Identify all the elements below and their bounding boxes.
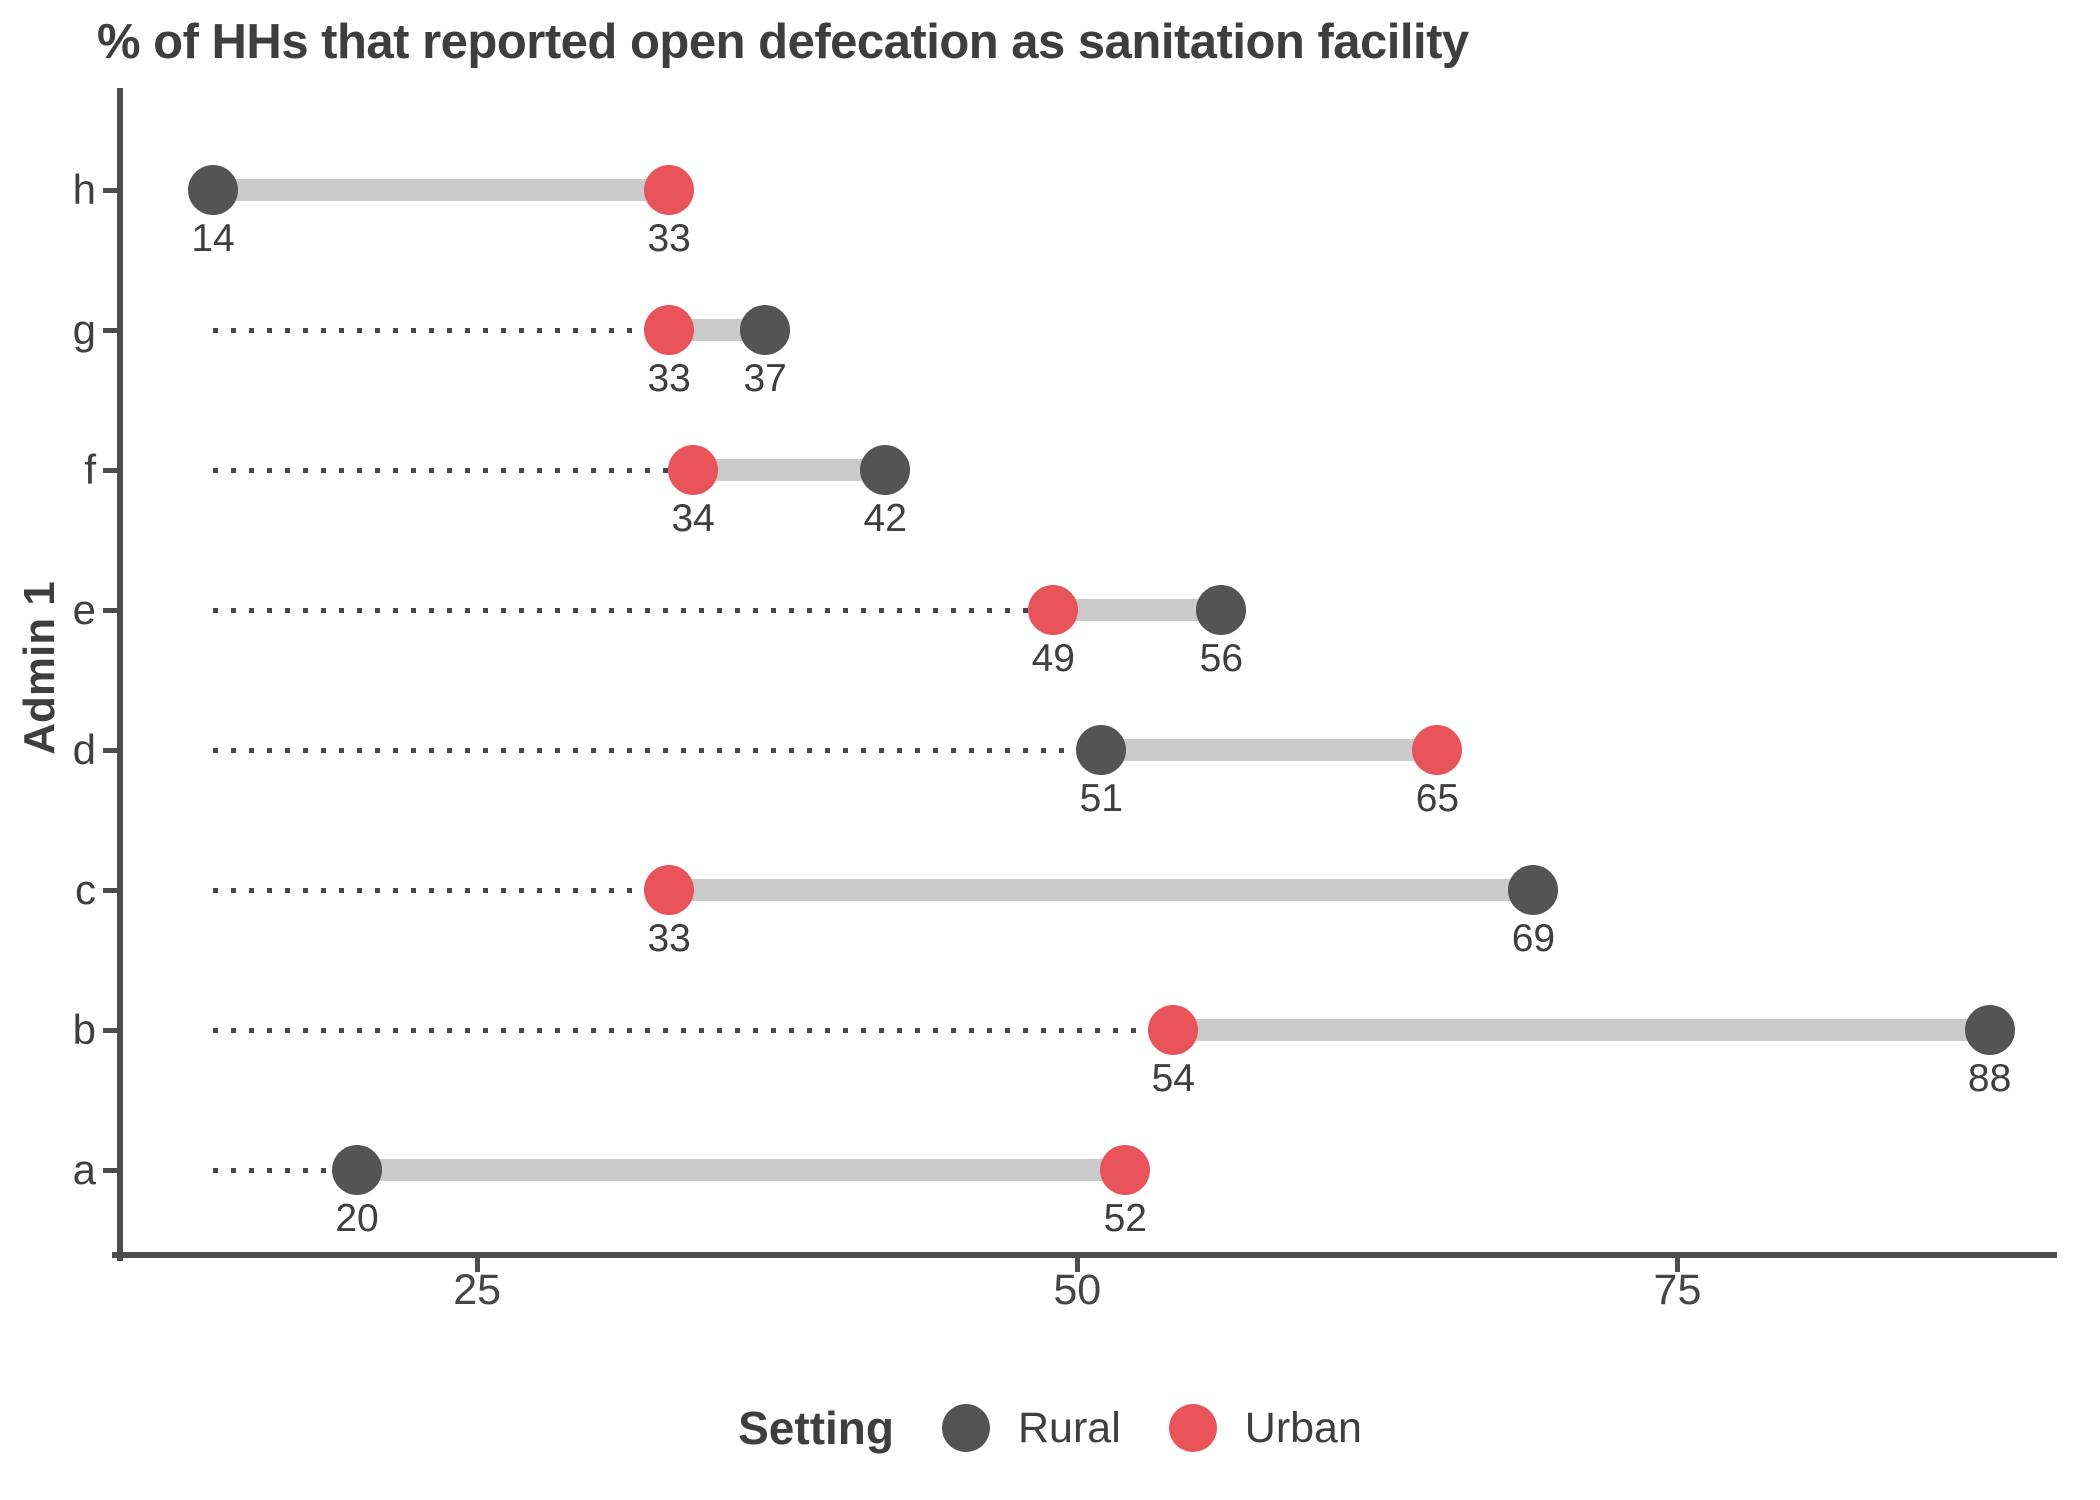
y-category-label-h: h: [0, 164, 96, 216]
rural-dot-b: [1965, 1005, 2015, 1055]
legend: Setting Rural Urban: [0, 1398, 2100, 1458]
x-tick-label-25: 25: [453, 1266, 501, 1315]
value-label-rural-c: 69: [1512, 917, 1555, 961]
rural-dot-f: [860, 445, 910, 495]
y-tick-g: [103, 328, 117, 333]
dotted-leader-c: [213, 888, 669, 893]
value-label-urban-a: 52: [1104, 1197, 1147, 1241]
legend-item-urban: Urban: [1169, 1404, 1362, 1453]
connector-h: [213, 179, 669, 201]
value-label-urban-e: 49: [1032, 637, 1075, 681]
urban-dot-icon: [1169, 1404, 1217, 1452]
value-label-rural-g: 37: [743, 357, 786, 401]
dotted-leader-f: [213, 468, 693, 473]
value-label-urban-f: 34: [671, 497, 714, 541]
legend-title: Setting: [738, 1401, 894, 1455]
value-label-urban-h: 33: [647, 217, 690, 261]
urban-dot-h: [644, 165, 694, 215]
y-category-label-d: d: [0, 724, 96, 776]
dotted-leader-b: [213, 1028, 1173, 1033]
y-tick-b: [103, 1028, 117, 1033]
rural-dot-e: [1196, 585, 1246, 635]
rural-dot-d: [1076, 725, 1126, 775]
value-label-rural-d: 51: [1080, 777, 1123, 821]
rural-dot-c: [1508, 865, 1558, 915]
x-tick-label-50: 50: [1053, 1266, 1101, 1315]
value-label-urban-g: 33: [647, 357, 690, 401]
y-tick-d: [103, 748, 117, 753]
chart-title: % of HHs that reported open defecation a…: [97, 14, 1469, 70]
connector-a: [357, 1159, 1125, 1181]
urban-dot-g: [644, 305, 694, 355]
dotted-leader-e: [213, 608, 1053, 613]
value-label-urban-b: 54: [1152, 1057, 1195, 1101]
dumbbell-chart: % of HHs that reported open defecation a…: [0, 0, 2100, 1500]
value-label-rural-a: 20: [335, 1197, 378, 1241]
y-category-label-c: c: [0, 864, 96, 916]
y-tick-e: [103, 608, 117, 613]
connector-d: [1101, 739, 1437, 761]
value-label-rural-e: 56: [1200, 637, 1243, 681]
value-label-rural-h: 14: [191, 217, 234, 261]
urban-dot-c: [644, 865, 694, 915]
rural-dot-h: [188, 165, 238, 215]
y-category-label-f: f: [0, 444, 96, 496]
connector-f: [693, 459, 885, 481]
urban-dot-d: [1412, 725, 1462, 775]
y-tick-h: [103, 188, 117, 193]
y-category-label-e: e: [0, 584, 96, 636]
urban-dot-e: [1028, 585, 1078, 635]
legend-label-rural: Rural: [1018, 1404, 1121, 1453]
y-tick-f: [103, 468, 117, 473]
connector-b: [1173, 1019, 1989, 1041]
value-label-urban-c: 33: [647, 917, 690, 961]
urban-dot-f: [668, 445, 718, 495]
rural-dot-icon: [942, 1404, 990, 1452]
urban-dot-b: [1148, 1005, 1198, 1055]
dotted-leader-d: [213, 748, 1101, 753]
x-tick-label-75: 75: [1654, 1266, 1702, 1315]
connector-c: [669, 879, 1533, 901]
value-label-urban-d: 65: [1416, 777, 1459, 821]
y-category-label-b: b: [0, 1004, 96, 1056]
legend-item-rural: Rural: [942, 1404, 1121, 1453]
urban-dot-a: [1100, 1145, 1150, 1195]
y-tick-c: [103, 888, 117, 893]
rural-dot-g: [740, 305, 790, 355]
value-label-rural-f: 42: [864, 497, 907, 541]
y-tick-a: [103, 1168, 117, 1173]
y-category-label-a: a: [0, 1144, 96, 1196]
plot-panel: 14 33 37 33 42 34 56 49 51 65 69 33 88 54 20 52: [123, 90, 2052, 1255]
rural-dot-a: [332, 1145, 382, 1195]
legend-label-urban: Urban: [1245, 1404, 1362, 1453]
y-category-label-g: g: [0, 304, 96, 356]
value-label-rural-b: 88: [1968, 1057, 2011, 1101]
dotted-leader-g: [213, 328, 669, 333]
